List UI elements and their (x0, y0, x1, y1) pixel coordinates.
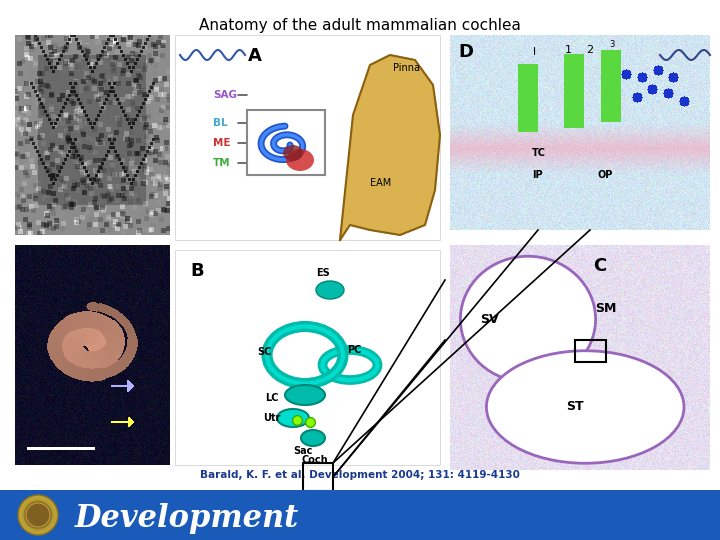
Text: D: D (458, 43, 473, 61)
Text: Barald, K. F. et al. Development 2004; 131: 4119-4130: Barald, K. F. et al. Development 2004; 1… (200, 470, 520, 480)
Text: Anatomy of the adult mammalian cochlea: Anatomy of the adult mammalian cochlea (199, 18, 521, 33)
Bar (175, 250, 440, 465)
Text: B: B (190, 262, 204, 280)
Ellipse shape (285, 385, 325, 405)
Text: SM: SM (595, 301, 617, 314)
Ellipse shape (283, 145, 303, 161)
Text: Sac: Sac (293, 446, 312, 456)
Ellipse shape (316, 281, 344, 299)
Text: 3: 3 (609, 40, 615, 49)
Text: 1: 1 (564, 45, 572, 55)
Bar (247, 110, 325, 175)
Text: ST: ST (566, 401, 584, 414)
Text: PC: PC (347, 345, 361, 355)
Bar (575, 340, 606, 362)
Ellipse shape (487, 351, 684, 463)
Text: C: C (593, 257, 606, 275)
Text: TM: TM (213, 158, 230, 168)
Text: TC: TC (532, 148, 546, 158)
Text: ME: ME (213, 138, 230, 148)
Circle shape (18, 495, 58, 535)
Bar (303, 463, 333, 491)
Bar (0, 490, 720, 540)
Ellipse shape (460, 256, 595, 382)
Text: OP: OP (598, 170, 613, 180)
Text: LC: LC (265, 393, 279, 403)
Polygon shape (340, 55, 440, 240)
Text: IP: IP (532, 170, 543, 180)
Text: Coch: Coch (302, 455, 328, 465)
Text: SV: SV (480, 313, 498, 326)
Text: SC: SC (257, 347, 271, 357)
Text: Utr: Utr (263, 413, 280, 423)
Ellipse shape (301, 430, 325, 446)
Text: A: A (248, 47, 262, 65)
Bar (175, 35, 440, 240)
Text: 2: 2 (586, 45, 593, 55)
Text: SAG: SAG (213, 90, 237, 100)
Ellipse shape (277, 409, 309, 427)
Text: BL: BL (213, 118, 228, 128)
Text: Development: Development (75, 503, 300, 534)
Text: Pinna: Pinna (393, 63, 420, 73)
Text: l: l (534, 47, 536, 57)
Circle shape (24, 501, 52, 529)
Text: EAM: EAM (370, 178, 391, 188)
Ellipse shape (286, 149, 314, 171)
Text: ES: ES (316, 268, 330, 278)
